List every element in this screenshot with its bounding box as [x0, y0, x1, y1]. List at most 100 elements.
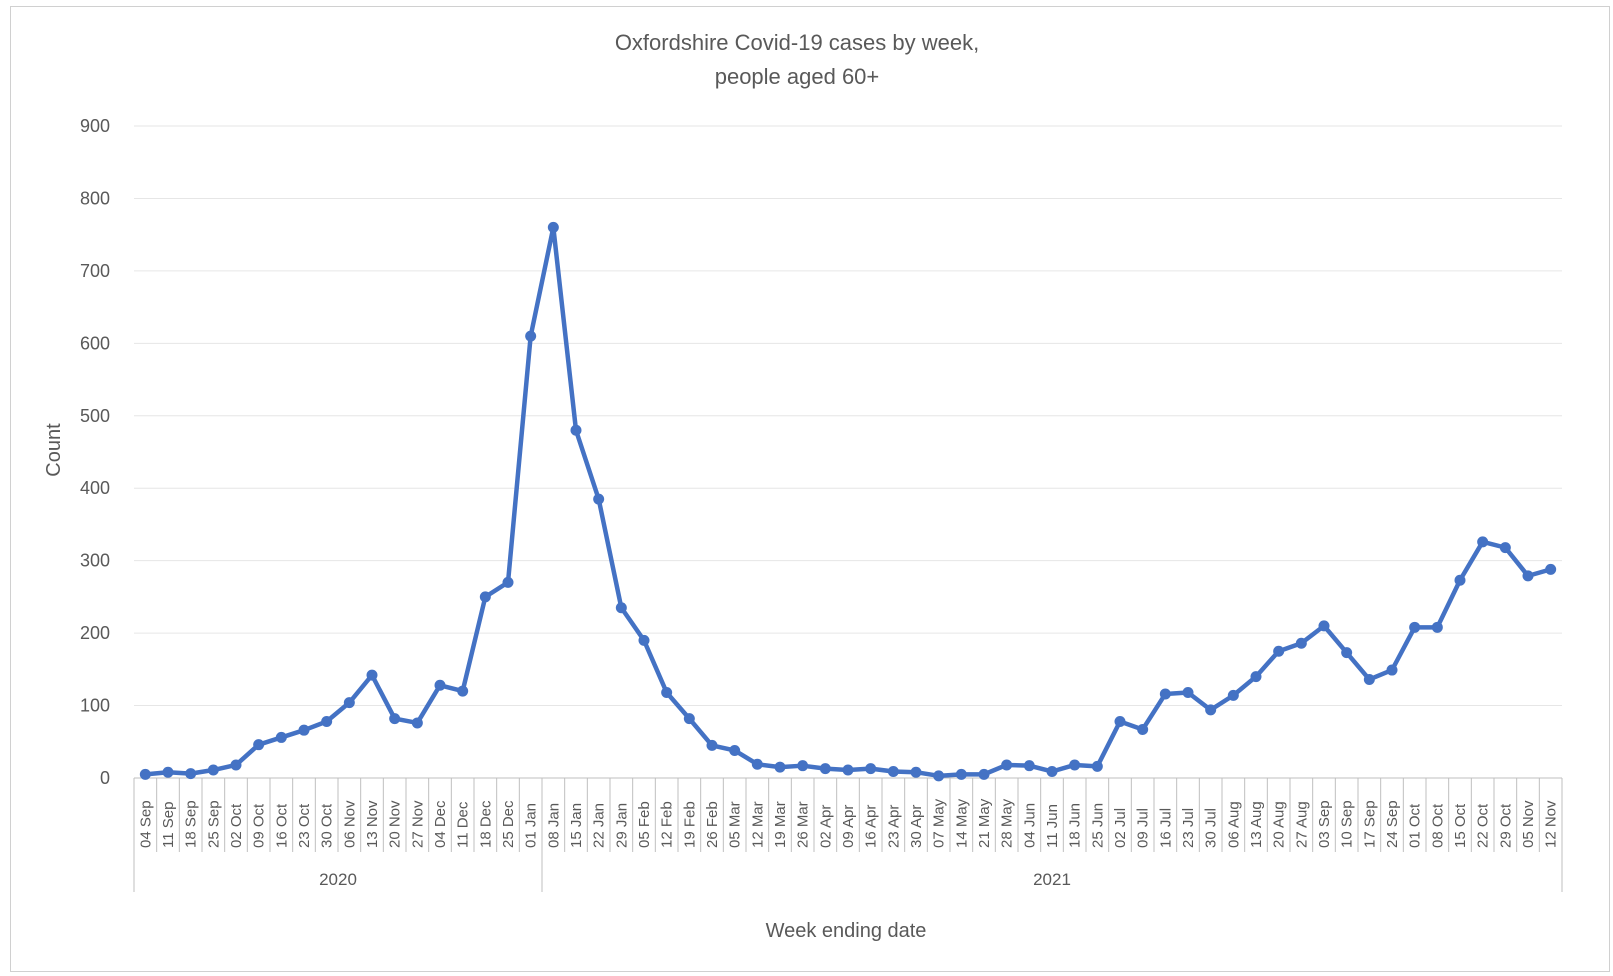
x-tick-label: 09 Oct: [251, 803, 268, 848]
x-tick-label: 05 Feb: [636, 801, 653, 848]
data-point: [162, 766, 174, 778]
data-point: [411, 717, 423, 729]
data-point: [955, 768, 967, 780]
year-group-label: 2021: [1033, 870, 1071, 889]
x-tick-label: 26 Feb: [704, 801, 721, 848]
x-tick-label: 22 Oct: [1475, 803, 1492, 848]
data-point: [207, 764, 219, 776]
data-point: [275, 731, 287, 743]
data-point: [978, 768, 990, 780]
y-axis-label: Count: [43, 423, 65, 477]
x-axis: 04 Sep 11 Sep 18 Sep 25 Sep 02 Oct 09 Oct 16 O…: [133, 777, 1563, 892]
data-point: [457, 685, 469, 697]
data-point: [1023, 760, 1035, 772]
x-tick-label: 04 Dec: [432, 800, 449, 848]
data-point: [615, 602, 627, 614]
data-point: [1341, 647, 1353, 659]
y-tick-label: 900: [80, 116, 110, 136]
x-tick-label: 24 Sep: [1384, 800, 1401, 848]
x-tick-label: 27 Nov: [409, 800, 426, 848]
data-point: [434, 679, 446, 691]
x-tick-label: 09 Jul: [1135, 808, 1152, 848]
x-tick-label: 07 May: [931, 798, 948, 848]
data-point: [185, 768, 197, 780]
y-tick-label: 300: [80, 551, 110, 571]
data-point: [230, 759, 242, 771]
y-tick-label: 700: [80, 261, 110, 281]
data-point: [910, 766, 922, 778]
x-tick-label: 30 Apr: [908, 805, 925, 848]
x-tick-label: 19 Feb: [681, 801, 698, 848]
data-point: [1069, 759, 1081, 771]
x-tick-label: 25 Dec: [500, 800, 517, 848]
x-tick-label: 28 May: [999, 798, 1016, 848]
x-tick-label: 05 Nov: [1520, 800, 1537, 848]
data-point: [593, 493, 605, 505]
x-tick-label: 23 Apr: [885, 805, 902, 848]
chart-frame: [10, 6, 1610, 972]
data-point: [1386, 664, 1398, 676]
data-point: [479, 591, 491, 603]
x-tick-label: 04 Sep: [137, 800, 154, 848]
data-point: [661, 687, 673, 699]
x-tick-label: 02 Apr: [817, 805, 834, 848]
data-point: [751, 758, 763, 770]
data-point: [1295, 637, 1307, 649]
data-point: [729, 744, 741, 756]
y-tick-label: 200: [80, 623, 110, 643]
data-point: [1182, 687, 1194, 699]
x-axis-label: Week ending date: [766, 920, 927, 942]
x-tick-label: 16 Oct: [273, 803, 290, 848]
data-point: [321, 715, 333, 727]
x-tick-label: 15 Oct: [1452, 803, 1469, 848]
data-point: [298, 724, 310, 736]
data-point: [502, 576, 514, 588]
x-tick-label: 18 Jun: [1067, 803, 1084, 848]
data-point: [570, 424, 582, 436]
data-point: [1477, 536, 1489, 548]
data-point: [638, 634, 650, 646]
x-tick-label: 18 Sep: [183, 800, 200, 848]
y-axis-ticks: 0 100 200 300 400 500 600 700 800 900: [80, 116, 110, 788]
x-tick-label: 08 Oct: [1429, 803, 1446, 848]
x-tick-label: 13 Nov: [364, 800, 381, 848]
x-tick-label: 01 Oct: [1407, 803, 1424, 848]
y-tick-label: 400: [80, 478, 110, 498]
chart-title-line-1: Oxfordshire Covid-19 cases by week,: [615, 30, 979, 55]
series-line: [145, 225, 1552, 779]
data-point: [1273, 645, 1285, 657]
data-point: [389, 713, 401, 725]
x-tick-label: 08 Jan: [545, 803, 562, 848]
x-tick-label: 14 May: [953, 798, 970, 848]
data-point: [1001, 759, 1013, 771]
x-tick-label: 20 Nov: [387, 800, 404, 848]
data-point: [366, 669, 378, 681]
x-tick-label: 06 Nov: [341, 800, 358, 848]
x-tick-label: 11 Dec: [455, 801, 472, 848]
data-point: [1318, 620, 1330, 632]
x-tick-label: 15 Jan: [568, 803, 585, 848]
x-tick-label: 11 Jun: [1044, 804, 1061, 848]
chart-title-line-2: people aged 60+: [715, 64, 880, 89]
gridlines: [134, 125, 1562, 707]
data-point: [865, 763, 877, 775]
x-tick-label: 02 Oct: [228, 803, 245, 848]
x-tick-label: 29 Jan: [613, 803, 630, 848]
data-point: [1409, 621, 1421, 633]
data-point: [797, 760, 809, 772]
y-tick-label: 500: [80, 406, 110, 426]
x-tick-label: 01 Jan: [523, 803, 540, 848]
x-tick-label: 30 Jul: [1203, 808, 1220, 848]
data-point: [1454, 574, 1466, 586]
data-point: [139, 768, 151, 780]
data-point: [933, 770, 945, 782]
x-tick-label: 16 Jul: [1157, 808, 1174, 848]
data-point: [706, 739, 718, 751]
x-tick-label: 25 Jun: [1089, 803, 1106, 848]
data-point: [1363, 673, 1375, 685]
data-point: [1159, 688, 1171, 700]
x-tick-label: 23 Jul: [1180, 808, 1197, 848]
data-point: [774, 761, 786, 773]
x-tick-label: 23 Oct: [296, 803, 313, 848]
x-tick-label: 17 Sep: [1361, 800, 1378, 848]
